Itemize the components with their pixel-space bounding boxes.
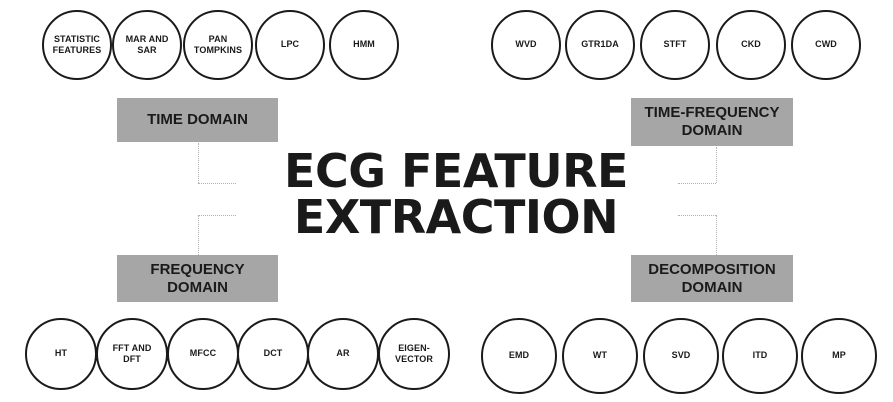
method-svd: SVD — [643, 318, 719, 394]
method-wt: WT — [562, 318, 638, 394]
method-mp: MP — [801, 318, 877, 394]
method-wvd: WVD — [491, 10, 561, 80]
time-connector-vertical — [198, 143, 199, 183]
decomposition-connector-vertical — [716, 215, 717, 255]
method-mfcc: MFCC — [167, 318, 239, 390]
time-frequency-connector-horizontal — [678, 183, 716, 184]
time-frequency-connector-vertical — [716, 147, 717, 183]
time-frequency-domain-box: TIME-FREQUENCY DOMAIN — [631, 98, 793, 146]
frequency-domain-box: FREQUENCY DOMAIN — [117, 255, 278, 302]
method-dct: DCT — [237, 318, 309, 390]
method-pan-tompkins: PAN TOMPKINS — [183, 10, 253, 80]
method-hmm: HMM — [329, 10, 399, 80]
method-statistic-features: STATISTIC FEATURES — [42, 10, 112, 80]
method-emd: EMD — [481, 318, 557, 394]
method-eigen-vector: EIGEN- VECTOR — [378, 318, 450, 390]
frequency-connector-horizontal — [198, 215, 236, 216]
method-fft-and-dft: FFT AND DFT — [96, 318, 168, 390]
method-ckd: CKD — [716, 10, 786, 80]
decomposition-domain-box: DECOMPOSITION DOMAIN — [631, 255, 793, 302]
decomposition-connector-horizontal — [678, 215, 716, 216]
diagram-title: ECG FEATURE EXTRACTION — [284, 144, 628, 244]
method-stft: STFT — [640, 10, 710, 80]
method-gtr1da: GTR1DA — [565, 10, 635, 80]
time-domain-box: TIME DOMAIN — [117, 98, 278, 142]
method-cwd: CWD — [791, 10, 861, 80]
frequency-connector-vertical — [198, 215, 199, 255]
method-itd: ITD — [722, 318, 798, 394]
method-ht: HT — [25, 318, 97, 390]
method-lpc: LPC — [255, 10, 325, 80]
time-connector-horizontal — [198, 183, 236, 184]
method-mar-and-sar: MAR AND SAR — [112, 10, 182, 80]
method-ar: AR — [307, 318, 379, 390]
